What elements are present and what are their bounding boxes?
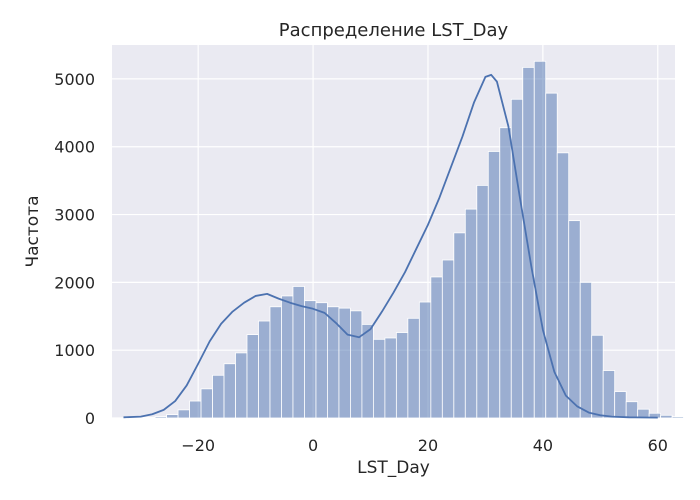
histogram-bar (533, 60, 547, 419)
histogram-bar (223, 363, 236, 419)
y-tick-labels: 0 1000 2000 3000 4000 5000 (54, 70, 95, 428)
histogram-bar (522, 66, 535, 419)
histogram-bar (395, 332, 409, 419)
histogram-bar (464, 208, 478, 419)
histogram-bar (235, 352, 248, 419)
histogram-bar (269, 306, 282, 419)
histogram-bar (487, 151, 501, 419)
histogram-bars (131, 60, 700, 419)
histogram-bar (671, 416, 685, 419)
y-tick-label: 5000 (54, 70, 95, 89)
y-tick-label: 3000 (54, 206, 95, 225)
y-tick-label: 4000 (54, 138, 95, 157)
histogram-bar (154, 416, 167, 419)
x-tick-labels: −20 0 20 40 60 (181, 436, 668, 455)
x-tick-label: 60 (648, 436, 668, 455)
histogram-bar (407, 317, 420, 419)
histogram-bar (579, 281, 593, 419)
histogram-bar (189, 400, 202, 419)
x-tick-label: 40 (533, 436, 553, 455)
histogram-bar (660, 414, 673, 419)
histogram-bar (166, 414, 179, 419)
histogram-bar (476, 184, 489, 419)
histogram-bar (499, 127, 512, 419)
histogram-bar (545, 92, 558, 419)
histogram-bar (568, 220, 581, 419)
histogram-bar (246, 334, 259, 419)
histogram-bar (177, 409, 190, 419)
x-tick-label: 20 (418, 436, 438, 455)
histogram-bar (143, 416, 156, 419)
grid-lines (112, 45, 675, 419)
histogram-bar (625, 401, 639, 419)
histogram-bar (304, 300, 317, 419)
chart-title: Распределение LST_Day (279, 20, 509, 41)
histogram-bar (556, 152, 570, 419)
x-tick-label: 0 (308, 436, 318, 455)
histogram-bar (510, 98, 524, 419)
y-tick-label: 1000 (54, 341, 95, 360)
histogram-bar (441, 259, 455, 419)
histogram-bar (372, 338, 386, 419)
y-tick-label: 0 (85, 409, 95, 428)
x-tick-label: −20 (181, 436, 215, 455)
histogram-bar (453, 232, 466, 419)
histogram-bar (315, 302, 328, 419)
histogram-bar (591, 334, 604, 419)
histogram-bar (281, 295, 294, 419)
histogram-bar (258, 320, 271, 419)
histogram-bar (212, 374, 225, 419)
histogram-bar (418, 301, 432, 419)
histogram-bar (338, 307, 351, 419)
histogram-bar (384, 337, 397, 419)
histogram-bar (430, 276, 443, 419)
y-tick-label: 2000 (54, 273, 95, 292)
x-axis-label: LST_Day (357, 458, 430, 478)
kde-line (123, 73, 658, 419)
histogram-bar (614, 391, 627, 419)
histogram-bar (361, 324, 374, 419)
histogram-bar (602, 370, 616, 419)
histogram-bar (683, 416, 696, 419)
y-axis-label: Частота (23, 195, 43, 267)
histogram-bar (200, 388, 213, 419)
histogram-bar (350, 310, 363, 419)
